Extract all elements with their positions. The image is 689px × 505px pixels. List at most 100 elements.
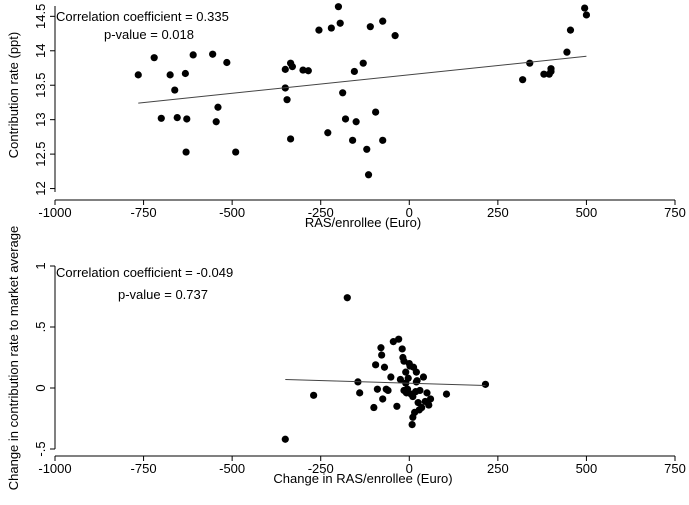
top-data-point (379, 17, 387, 25)
bottom-data-point (384, 386, 392, 395)
top-data-point (209, 50, 217, 58)
top-data-point (173, 114, 181, 122)
top-data-point (540, 70, 548, 78)
bottom-data-point (426, 395, 435, 403)
bottom-data-point (343, 294, 351, 302)
bottom-data-point (402, 368, 410, 376)
bottom-data-point (356, 389, 364, 397)
top-y-tick-label: 13 (33, 112, 48, 126)
bottom-x-tick-label: 500 (576, 461, 598, 476)
bottom-data-point (413, 377, 421, 385)
bottom-data-point (373, 385, 381, 393)
top-data-point (341, 115, 350, 123)
bottom-x-tick-label: -500 (219, 461, 245, 476)
bottom-data-point (377, 344, 385, 352)
top-fit-line-group (138, 55, 587, 104)
top-x-tick-label: 750 (664, 205, 686, 220)
top-correlation-text: Correlation coefficient = 0.335 (56, 9, 229, 24)
bottom-data-point (481, 380, 490, 388)
top-data-point (566, 26, 575, 34)
bottom-fit-line-group (285, 378, 486, 387)
top-data-point (212, 118, 220, 126)
bottom-data-point (398, 345, 406, 353)
top-x-tick-label: -750 (131, 205, 157, 220)
bottom-data-point (408, 421, 416, 429)
bottom-data-points (281, 294, 490, 443)
bottom-data-point (425, 401, 433, 409)
top-data-point (327, 24, 335, 32)
top-data-point (223, 58, 231, 67)
top-data-point (171, 86, 179, 94)
top-data-point (304, 67, 312, 75)
top-data-point (281, 65, 289, 73)
bottom-x-tick-label: -1000 (38, 461, 71, 476)
top-data-point (526, 59, 534, 67)
top-data-point (352, 118, 360, 126)
bottom-fit-line (285, 378, 486, 387)
bottom-data-point (310, 391, 318, 399)
bottom-data-point (442, 390, 451, 398)
bottom-data-point (281, 435, 289, 443)
top-data-point (563, 48, 571, 56)
bottom-data-point (387, 373, 395, 381)
top-fit-line (138, 55, 587, 104)
top-data-point (182, 148, 190, 156)
top-axes: -1000 -750 -500 -250 0 250 500 750 12 12.5 13 13.5 1… (33, 4, 686, 220)
bottom-data-point (423, 389, 431, 397)
top-data-point (581, 4, 589, 12)
bottom-data-point (380, 363, 389, 371)
top-data-point (150, 54, 158, 62)
top-x-tick-label: -250 (308, 205, 334, 220)
top-data-point (519, 76, 527, 84)
top-data-point (350, 67, 358, 76)
top-y-tick-label: 13.5 (33, 73, 48, 98)
top-x-tick-label: -500 (219, 205, 245, 220)
bottom-y-tick-label: 0 (33, 384, 48, 391)
bottom-x-tick-label: 750 (664, 461, 686, 476)
top-data-point (547, 65, 555, 73)
top-data-point (181, 69, 189, 78)
top-data-point (336, 19, 344, 27)
bottom-y-tick-label: 1 (33, 262, 48, 269)
top-data-points (134, 3, 591, 179)
top-x-tick-label: 0 (406, 205, 413, 220)
top-data-point (372, 108, 380, 116)
top-data-point (366, 23, 374, 31)
bottom-data-point (404, 374, 412, 382)
top-pvalue-text: p-value = 0.018 (104, 27, 194, 42)
top-data-point (349, 136, 357, 144)
top-data-point (379, 136, 387, 144)
bottom-x-axis-label: Change in RAS/enrollee (Euro) (273, 471, 452, 486)
top-data-point (363, 145, 371, 153)
top-x-tick-label: 250 (487, 205, 509, 220)
bottom-x-tick-label: 250 (487, 461, 509, 476)
bottom-y-axis-label: Change in contribution rate to market av… (6, 226, 21, 491)
top-x-tick-label: 500 (576, 205, 598, 220)
bottom-correlation-text: Correlation coefficient = -0.049 (56, 265, 233, 280)
top-data-point (288, 63, 296, 71)
bottom-data-point (412, 368, 420, 376)
bottom-x-tick-label: -750 (131, 461, 157, 476)
top-data-point (287, 135, 295, 143)
top-y-tick-label: 14.5 (33, 4, 48, 29)
bottom-data-point (370, 403, 378, 412)
top-data-point (189, 51, 197, 59)
bottom-data-point (418, 403, 426, 412)
bottom-data-point (378, 351, 386, 359)
top-y-tick-label: 14 (33, 44, 48, 58)
top-data-point (299, 66, 307, 74)
bottom-x-tick-label: 0 (406, 461, 413, 476)
top-x-tick-label: -1000 (38, 205, 71, 220)
top-data-point (359, 59, 367, 67)
top-y-axis-label: Contribution rate (ppt) (6, 32, 21, 158)
top-data-point (582, 11, 591, 19)
top-data-point (334, 3, 343, 11)
bottom-data-point (395, 335, 403, 343)
top-y-tick-label: 12 (33, 181, 48, 195)
top-data-point (364, 171, 373, 179)
top-x-axis-label: RAS/enrollee (Euro) (305, 215, 421, 230)
bottom-scatter-panel: -1000 -750 -500 -250 0 250 500 750 -.5 0 .5 1 Corre… (6, 226, 686, 491)
bottom-y-tick-label: -.5 (33, 441, 48, 456)
top-data-point (283, 96, 291, 104)
